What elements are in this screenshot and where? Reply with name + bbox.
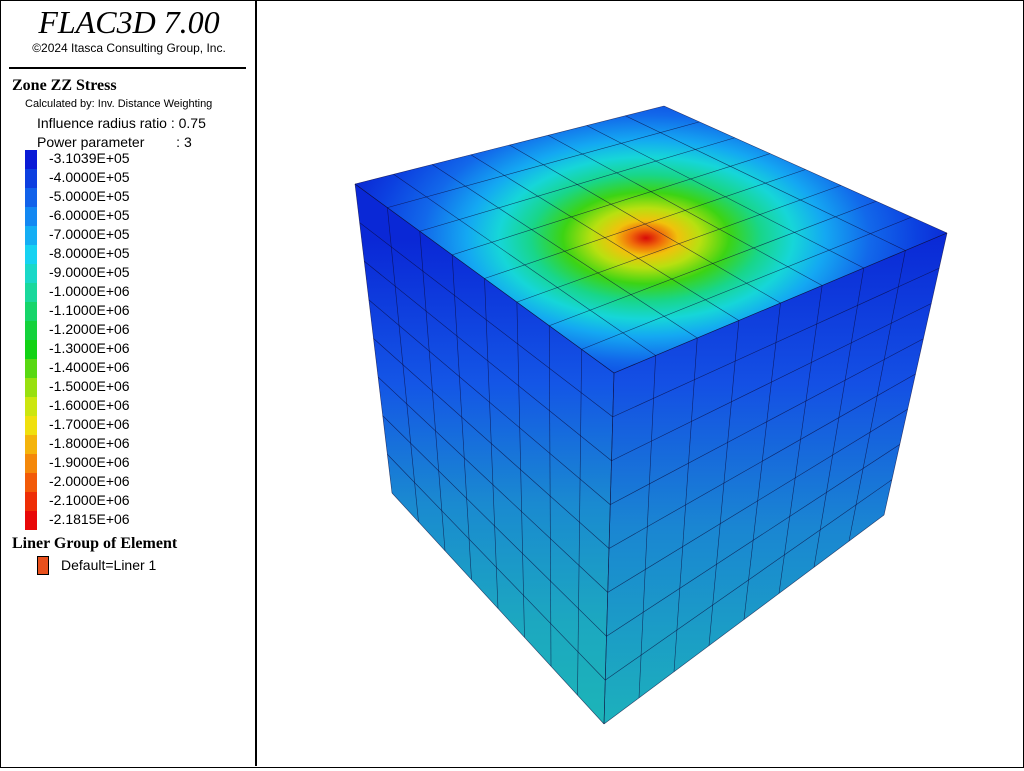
scale-swatch: [25, 245, 37, 264]
scale-label: -2.1815E+06: [49, 511, 130, 527]
scale-swatch: [25, 302, 37, 321]
scale-label: -2.0000E+06: [49, 473, 130, 489]
scale-swatch: [25, 169, 37, 188]
top-face: [355, 106, 947, 373]
calculated-by-text: Calculated by: Inv. Distance Weighting: [25, 98, 213, 110]
mesh-lines: [354, 105, 948, 725]
contour-title: Zone ZZ Stress: [12, 77, 117, 94]
power-parameter-value: : 3: [176, 134, 192, 150]
scale-label: -5.0000E+05: [49, 188, 130, 204]
scale-label: -4.0000E+05: [49, 169, 130, 185]
power-parameter-row: Power parameter : 3: [37, 134, 192, 150]
scale-swatch: [25, 473, 37, 492]
scale-label: -8.0000E+05: [49, 245, 130, 261]
scale-label: -1.4000E+06: [49, 359, 130, 375]
liner-group-title: Liner Group of Element: [12, 535, 178, 552]
model-render[interactable]: [257, 1, 1022, 766]
scale-swatch: [25, 397, 37, 416]
scale-label: -1.3000E+06: [49, 340, 130, 356]
scale-label: -1.8000E+06: [49, 435, 130, 451]
model-viewport[interactable]: [257, 1, 1022, 766]
scale-swatch: [25, 416, 37, 435]
scale-swatch: [25, 511, 37, 530]
scale-swatch: [25, 492, 37, 511]
legend-panel: FLAC3D 7.00 ©2024 Itasca Consulting Grou…: [1, 1, 257, 766]
scale-label: -1.5000E+06: [49, 378, 130, 394]
scale-swatch: [25, 454, 37, 473]
liner-color-swatch: [37, 556, 49, 575]
scale-swatch: [25, 150, 37, 169]
scale-label: -3.1039E+05: [49, 150, 130, 166]
scale-swatch: [25, 321, 37, 340]
influence-radius-text: Influence radius ratio : 0.75: [37, 115, 206, 131]
scale-swatch: [25, 378, 37, 397]
scale-swatch: [25, 283, 37, 302]
right-face: [604, 233, 947, 724]
scale-swatch: [25, 340, 37, 359]
scale-swatch: [25, 435, 37, 454]
scale-label: -1.7000E+06: [49, 416, 130, 432]
scale-swatch: [25, 226, 37, 245]
scale-label: -1.2000E+06: [49, 321, 130, 337]
scale-label: -1.1000E+06: [49, 302, 130, 318]
legend-divider: [9, 67, 246, 69]
scale-label: -1.6000E+06: [49, 397, 130, 413]
liner-item-label: Default=Liner 1: [61, 557, 157, 573]
copyright-text: ©2024 Itasca Consulting Group, Inc.: [32, 41, 226, 55]
power-parameter-label: Power parameter: [37, 134, 145, 150]
scale-label: -1.9000E+06: [49, 454, 130, 470]
app-title: FLAC3D 7.00: [38, 4, 220, 40]
scale-swatch: [25, 359, 37, 378]
scale-swatch: [25, 188, 37, 207]
scale-label: -1.0000E+06: [49, 283, 130, 299]
left-face: [355, 184, 614, 724]
scale-label: -9.0000E+05: [49, 264, 130, 280]
scale-label: -7.0000E+05: [49, 226, 130, 242]
scale-label: -2.1000E+06: [49, 492, 130, 508]
scale-swatch: [25, 264, 37, 283]
scale-swatch: [25, 207, 37, 226]
scale-label: -6.0000E+05: [49, 207, 130, 223]
